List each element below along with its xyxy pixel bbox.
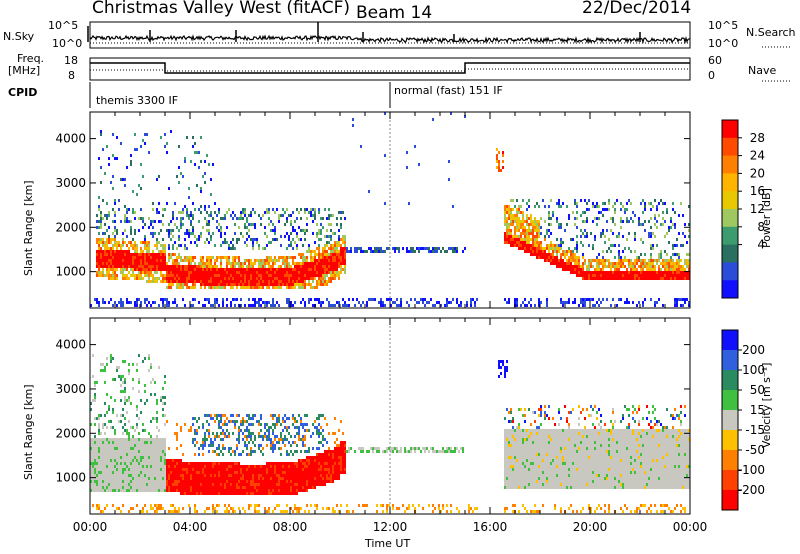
frequency-series-line (90, 62, 690, 74)
velocity-colorbar-tick-label-1: 100 (742, 363, 765, 377)
power-colorbar-tick-label-5: 8 (757, 220, 765, 234)
power-pixels (90, 112, 690, 307)
power-colorbar-tick-label-0: 28 (750, 131, 765, 145)
velocity-ytick-label-1: 2000 (55, 426, 86, 440)
nsearch-tick-bottom: 10^0 (708, 37, 739, 50)
power-ytick-label-3: 4000 (55, 132, 86, 146)
nsearch-label: N.Search (746, 26, 796, 39)
power-ytick-label-1: 2000 (55, 220, 86, 234)
velocity-colorbar-tick-label-0: 200 (742, 343, 765, 357)
velocity-colorbar-cell-5 (722, 430, 738, 451)
velocity-ytick-label-0: 1000 (55, 471, 86, 485)
velocity-colorbar-tick-label-4: -15 (745, 423, 765, 437)
power-colorbar-cell-3 (722, 173, 738, 192)
nsky-tick-top: 10^5 (48, 19, 79, 32)
velocity-ytick-label-3: 4000 (55, 338, 86, 352)
power-colorbar-cell-4 (722, 191, 738, 210)
x-tick-label-5: 20:00 (573, 520, 608, 534)
x-tick-label-1: 04:00 (173, 520, 208, 534)
power-colorbar-tick-label-3: 16 (750, 184, 765, 198)
power-colorbar-cell-9 (722, 280, 738, 299)
x-tick-label-3: 12:00 (373, 520, 408, 534)
velocity-pixels (90, 354, 690, 513)
freq-panel-frame (89, 57, 691, 81)
velocity-colorbar-tick-label-2: 50 (750, 383, 765, 397)
freq-tick-bottom: 8 (68, 69, 75, 82)
freq-unit: [MHz] (8, 64, 41, 77)
x-tick-label-6: 00:00 (673, 520, 708, 534)
cpid-label: CPID (8, 86, 38, 99)
velocity-colorbar-cell-8 (722, 490, 738, 511)
velocity-colorbar-tick-label-5: -50 (745, 443, 765, 457)
velocity-colorbar-cell-7 (722, 470, 738, 491)
date-label: 22/Dec/2014 (582, 0, 692, 18)
nsky-tick-bottom: 10^0 (52, 37, 83, 50)
power-colorbar-cell-7 (722, 244, 738, 263)
x-axis-title: Time UT (365, 537, 411, 550)
x-tick-label-4: 16:00 (473, 520, 508, 534)
power-colorbar-cell-5 (722, 209, 738, 228)
nave-tick-top: 60 (708, 54, 722, 67)
velocity-colorbar-cell-3 (722, 390, 738, 411)
x-tick-label-0: 00:00 (73, 520, 108, 534)
power-ytick-label-2: 3000 (55, 176, 86, 190)
velocity-colorbar-frame (721, 329, 739, 511)
velocity-colorbar-tick-label-7: -200 (738, 483, 765, 497)
freq-tick-top: 18 (64, 54, 78, 67)
power-colorbar-cell-8 (722, 262, 738, 281)
velocity-ytick-label-2: 3000 (55, 382, 86, 396)
power-colorbar-cell-2 (722, 155, 738, 174)
velocity-colorbar-tick-label-6: -100 (738, 463, 765, 477)
nsky-label: N.Sky (3, 30, 35, 43)
nsky-series-line (89, 34, 691, 45)
beam-label: Beam 14 (356, 3, 433, 23)
power-colorbar-cell-0 (722, 120, 738, 139)
velocity-colorbar-cell-0 (722, 330, 738, 351)
nave-label: Nave (748, 64, 777, 77)
freq-label: Freq. (17, 52, 45, 65)
velocity-colorbar-cell-6 (722, 450, 738, 471)
velocity-colorbar-cell-1 (722, 350, 738, 371)
cpid-segment-2: normal (fast) 151 IF (394, 84, 503, 97)
station-title: Christmas Valley West (fitACF) (92, 0, 351, 18)
power-colorbar-tick-label-6: 4 (757, 238, 765, 252)
nsky-panel-frame (89, 21, 691, 49)
power-colorbar-cell-1 (722, 137, 738, 157)
power-colorbar-tick-label-2: 20 (750, 166, 765, 180)
nave-tick-bottom: 0 (708, 69, 715, 82)
power-colorbar-cell-6 (722, 226, 738, 246)
power-ytick-label-0: 1000 (55, 265, 86, 279)
cpid-segment-1: themis 3300 IF (96, 94, 179, 107)
velocity-colorbar-tick-label-3: 15 (750, 403, 765, 417)
nave-series-line (90, 68, 690, 72)
velocity-colorbar-cell-4 (722, 410, 738, 431)
power-colorbar-tick-label-1: 24 (750, 149, 765, 163)
power-colorbar-tick-label-4: 12 (750, 202, 765, 216)
nsearch-tick-top: 10^5 (708, 19, 739, 32)
x-tick-label-2: 08:00 (273, 520, 308, 534)
velocity-colorbar-cell-2 (722, 370, 738, 391)
